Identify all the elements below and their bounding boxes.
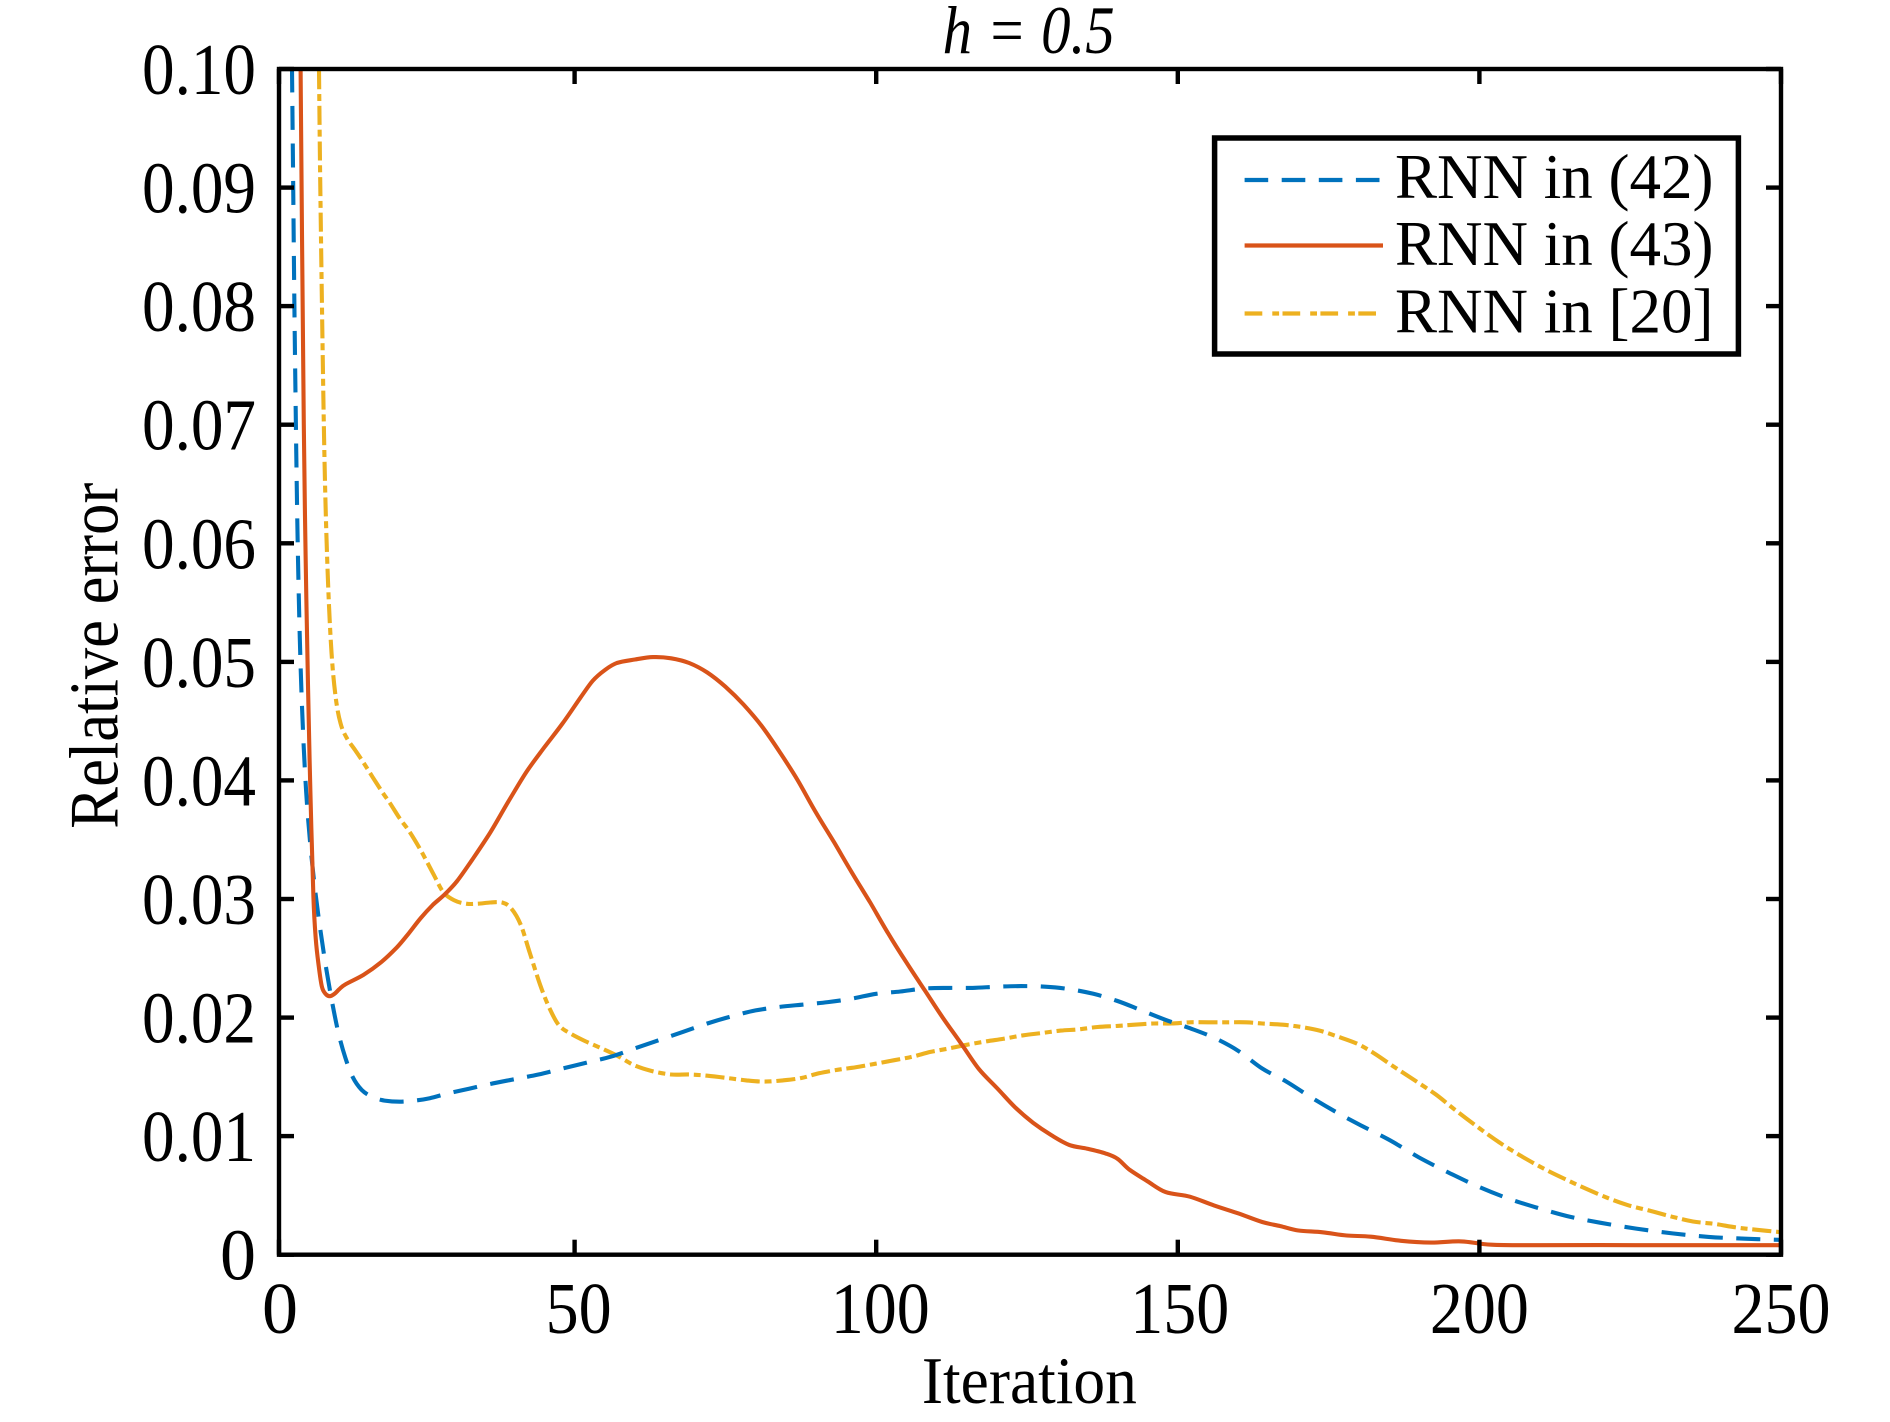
svg-text:0.01: 0.01 xyxy=(142,1096,256,1177)
svg-text:0.04: 0.04 xyxy=(142,740,256,821)
svg-text:0.03: 0.03 xyxy=(142,859,256,940)
svg-text:Iteration: Iteration xyxy=(922,1344,1137,1418)
svg-text:100: 100 xyxy=(831,1268,930,1349)
svg-text:200: 200 xyxy=(1430,1268,1529,1349)
svg-text:0.02: 0.02 xyxy=(142,978,256,1059)
svg-text:250: 250 xyxy=(1732,1268,1831,1349)
svg-text:0.08: 0.08 xyxy=(142,266,256,347)
svg-text:0.10: 0.10 xyxy=(142,29,256,110)
svg-text:RNN in (43): RNN in (43) xyxy=(1395,209,1713,279)
svg-text:0: 0 xyxy=(220,1215,256,1296)
svg-text:0: 0 xyxy=(262,1268,298,1349)
svg-text:0.06: 0.06 xyxy=(142,503,256,584)
svg-text:0.09: 0.09 xyxy=(142,148,256,229)
svg-text:150: 150 xyxy=(1130,1268,1229,1349)
svg-text:Relative error: Relative error xyxy=(57,483,134,829)
svg-text:RNN in (42): RNN in (42) xyxy=(1395,142,1713,212)
svg-text:0.05: 0.05 xyxy=(142,622,256,703)
svg-text:h = 0.5: h = 0.5 xyxy=(943,0,1115,68)
svg-text:RNN in [20]: RNN in [20] xyxy=(1395,277,1713,347)
svg-text:0.07: 0.07 xyxy=(142,385,256,466)
svg-text:50: 50 xyxy=(546,1268,612,1349)
